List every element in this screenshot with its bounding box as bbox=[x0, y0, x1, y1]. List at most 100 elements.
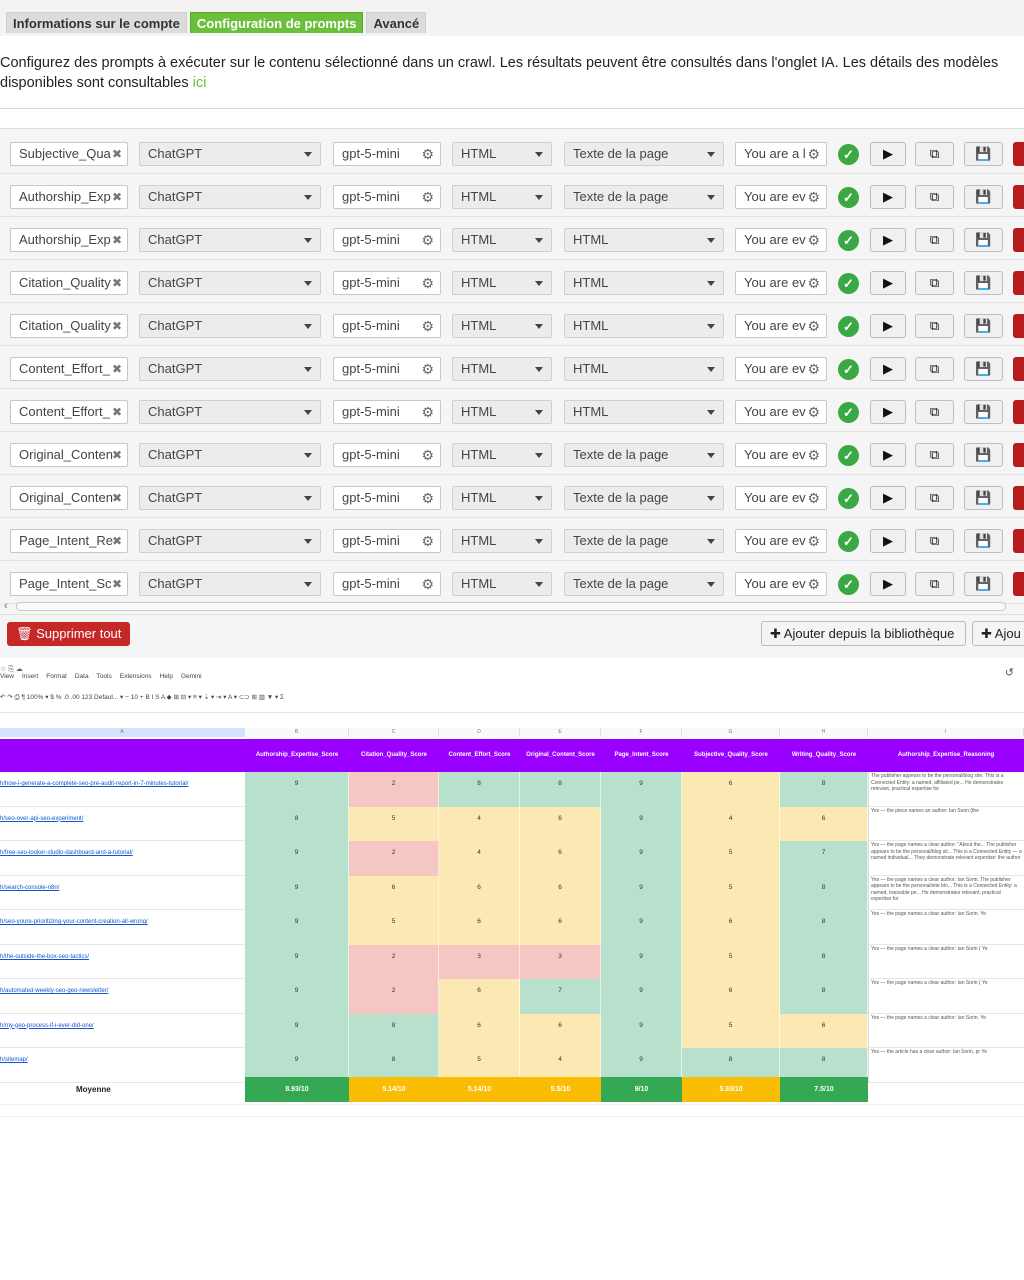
sheet-toolbar[interactable]: ↶ ↷ ⎙ ¶ 100% ▾ $ % .0 .00 123 Defaul... … bbox=[0, 694, 285, 701]
score-cell[interactable]: 6 bbox=[439, 910, 520, 945]
run-button[interactable]: ▶ bbox=[870, 486, 906, 510]
provider-select[interactable]: ChatGPT bbox=[139, 357, 321, 381]
header-cell[interactable]: Authorship_Expertise_Score bbox=[255, 752, 339, 758]
close-icon[interactable]: ✖ bbox=[111, 491, 122, 505]
gear-icon[interactable]: ⚙ bbox=[421, 146, 434, 162]
provider-select[interactable]: ChatGPT bbox=[139, 142, 321, 166]
copy-button[interactable]: ⧉ bbox=[915, 443, 954, 467]
save-button[interactable]: 💾 bbox=[964, 400, 1003, 424]
close-icon[interactable]: ✖ bbox=[111, 362, 122, 376]
score-cell[interactable]: 5 bbox=[349, 806, 439, 841]
save-button[interactable]: 💾 bbox=[964, 443, 1003, 467]
prompt-text-field[interactable]: You are a l ⚙ bbox=[735, 142, 827, 166]
run-button[interactable]: ▶ bbox=[870, 529, 906, 553]
run-button[interactable]: ▶ bbox=[870, 400, 906, 424]
prompt-name-field[interactable]: Citation_Quality ✖ bbox=[10, 271, 128, 295]
score-cell[interactable]: 8 bbox=[780, 772, 868, 807]
prompt-name-field[interactable]: Page_Intent_Re ✖ bbox=[10, 529, 128, 553]
column-letter[interactable]: B bbox=[245, 728, 349, 737]
average-cell[interactable]: 7.5/10 bbox=[780, 1077, 868, 1102]
prompt-name-field[interactable]: Authorship_Exp ✖ bbox=[10, 185, 128, 209]
score-cell[interactable]: 2 bbox=[349, 979, 439, 1014]
close-icon[interactable]: ✖ bbox=[111, 319, 122, 333]
format-select[interactable]: HTML bbox=[452, 443, 552, 467]
reasoning-cell[interactable]: Yes — the page names a clear author: Ian… bbox=[868, 979, 1024, 1014]
column-letter[interactable]: F bbox=[601, 728, 682, 737]
score-cell[interactable]: 8 bbox=[349, 1048, 439, 1083]
column-letter[interactable]: G bbox=[682, 728, 780, 737]
score-cell[interactable]: 6 bbox=[520, 910, 601, 945]
tab-account-info[interactable]: Informations sur le compte bbox=[6, 12, 187, 33]
gear-icon[interactable]: ⚙ bbox=[421, 447, 434, 463]
copy-button[interactable]: ⧉ bbox=[915, 572, 954, 596]
sheet-menu-item[interactable]: Insert bbox=[21, 673, 39, 680]
prompt-text-field[interactable]: You are ev ⚙ bbox=[735, 271, 827, 295]
model-field[interactable]: gpt-5-mini ⚙ bbox=[333, 142, 441, 166]
prompt-text-field[interactable]: You are ev ⚙ bbox=[735, 443, 827, 467]
copy-button[interactable]: ⧉ bbox=[915, 185, 954, 209]
model-field[interactable]: gpt-5-mini ⚙ bbox=[333, 400, 441, 424]
reasoning-cell[interactable]: Yes — the page names a clear author: "Ab… bbox=[868, 841, 1024, 876]
reasoning-cell[interactable]: The publisher appears to be the personal… bbox=[868, 772, 1024, 807]
run-button[interactable]: ▶ bbox=[870, 185, 906, 209]
source-select[interactable]: Texte de la page bbox=[564, 142, 724, 166]
score-cell[interactable]: 6 bbox=[682, 979, 780, 1014]
add-from-library-button[interactable]: ✚ Ajouter depuis la bibliothèque bbox=[761, 621, 966, 646]
score-cell[interactable]: 6 bbox=[520, 1013, 601, 1048]
save-button[interactable]: 💾 bbox=[964, 142, 1003, 166]
header-cell[interactable]: Page_Intent_Score bbox=[614, 752, 669, 758]
score-cell[interactable]: 2 bbox=[349, 944, 439, 979]
delete-row-button[interactable] bbox=[1013, 142, 1024, 166]
format-select[interactable]: HTML bbox=[452, 357, 552, 381]
score-cell[interactable]: 5 bbox=[682, 944, 780, 979]
score-cell[interactable]: 4 bbox=[439, 806, 520, 841]
prompt-name-field[interactable]: Page_Intent_Sc ✖ bbox=[10, 572, 128, 596]
run-button[interactable]: ▶ bbox=[870, 228, 906, 252]
delete-all-button[interactable]: 🗑 Supprimer tout bbox=[7, 622, 131, 646]
average-cell[interactable]: 9/10 bbox=[601, 1077, 682, 1102]
gear-icon[interactable]: ⚙ bbox=[807, 146, 820, 162]
run-button[interactable]: ▶ bbox=[870, 314, 906, 338]
gear-icon[interactable]: ⚙ bbox=[807, 318, 820, 334]
delete-row-button[interactable] bbox=[1013, 271, 1024, 295]
score-cell[interactable]: 9 bbox=[245, 875, 349, 910]
delete-row-button[interactable] bbox=[1013, 185, 1024, 209]
score-cell[interactable]: 2 bbox=[349, 772, 439, 807]
copy-button[interactable]: ⧉ bbox=[915, 357, 954, 381]
gear-icon[interactable]: ⚙ bbox=[421, 404, 434, 420]
save-button[interactable]: 💾 bbox=[964, 228, 1003, 252]
source-select[interactable]: Texte de la page bbox=[564, 443, 724, 467]
prompt-name-field[interactable]: Subjective_Qua ✖ bbox=[10, 142, 128, 166]
model-field[interactable]: gpt-5-mini ⚙ bbox=[333, 443, 441, 467]
copy-button[interactable]: ⧉ bbox=[915, 142, 954, 166]
gear-icon[interactable]: ⚙ bbox=[421, 275, 434, 291]
sheet-menu-item[interactable]: Help bbox=[159, 673, 173, 680]
model-field[interactable]: gpt-5-mini ⚙ bbox=[333, 271, 441, 295]
score-cell[interactable]: 3 bbox=[439, 944, 520, 979]
url-cell[interactable]: h/sitemap/ bbox=[0, 1057, 28, 1063]
format-select[interactable]: HTML bbox=[452, 142, 552, 166]
source-select[interactable]: HTML bbox=[564, 271, 724, 295]
save-button[interactable]: 💾 bbox=[964, 529, 1003, 553]
score-cell[interactable]: 9 bbox=[601, 772, 682, 807]
scrollbar-track[interactable] bbox=[16, 602, 1006, 611]
column-letter[interactable]: A bbox=[0, 728, 245, 737]
prompt-text-field[interactable]: You are ev ⚙ bbox=[735, 357, 827, 381]
source-select[interactable]: HTML bbox=[564, 400, 724, 424]
column-letter[interactable]: E bbox=[520, 728, 601, 737]
model-field[interactable]: gpt-5-mini ⚙ bbox=[333, 486, 441, 510]
reasoning-cell[interactable]: Yes — the page names a clear author: Ian… bbox=[868, 944, 1024, 979]
score-cell[interactable]: 9 bbox=[601, 1013, 682, 1048]
run-button[interactable]: ▶ bbox=[870, 271, 906, 295]
run-button[interactable]: ▶ bbox=[870, 572, 906, 596]
gear-icon[interactable]: ⚙ bbox=[807, 189, 820, 205]
score-cell[interactable]: 8 bbox=[780, 875, 868, 910]
score-cell[interactable]: 9 bbox=[601, 979, 682, 1014]
score-cell[interactable]: 6 bbox=[520, 806, 601, 841]
save-button[interactable]: 💾 bbox=[964, 185, 1003, 209]
prompt-name-field[interactable]: Authorship_Exp ✖ bbox=[10, 228, 128, 252]
prompt-name-field[interactable]: Original_Conten ✖ bbox=[10, 486, 128, 510]
prompt-text-field[interactable]: You are ev ⚙ bbox=[735, 486, 827, 510]
prompt-name-field[interactable]: Citation_Quality ✖ bbox=[10, 314, 128, 338]
score-cell[interactable]: 9 bbox=[245, 910, 349, 945]
